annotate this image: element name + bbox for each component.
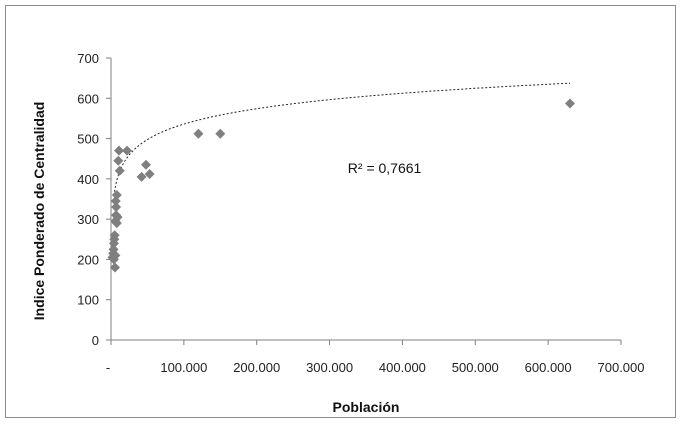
trendline: [113, 82, 571, 196]
data-point: [110, 250, 121, 261]
x-axis: - 100.000 200.000 300.000 400.000 500.000 600.…: [106, 339, 645, 375]
data-point: [215, 128, 226, 139]
data-point: [112, 212, 123, 223]
y-tick-label: 0: [92, 333, 99, 348]
data-point: [193, 128, 204, 139]
x-tick-label: 200.000: [233, 360, 280, 375]
data-point: [122, 145, 133, 156]
data-point: [144, 169, 155, 180]
y-axis-title: Indice Ponderado de Centralidad: [31, 102, 47, 321]
y-tick-label: 100: [77, 293, 99, 308]
y-tick-label: 400: [77, 172, 99, 187]
data-point: [114, 145, 125, 156]
data-point: [136, 171, 147, 182]
r-squared-annotation: R² = 0,7661: [348, 160, 422, 176]
y-tick-label: 300: [77, 212, 99, 227]
data-point: [113, 155, 124, 166]
x-tick-label: 400.000: [379, 360, 426, 375]
y-tick-label: 200: [77, 252, 99, 267]
y-tick-label: 700: [77, 51, 99, 66]
y-tick-label: 500: [77, 132, 99, 147]
data-point: [114, 165, 125, 176]
data-point: [109, 230, 120, 241]
x-tick-label: 500.000: [452, 360, 499, 375]
x-axis-title: Población: [333, 399, 400, 415]
y-axis: 0 100 200 300 400 500 600 700: [77, 51, 112, 348]
data-point: [111, 202, 122, 213]
data-point: [565, 98, 575, 109]
data-points: [107, 98, 575, 273]
x-tick-label: 300.000: [306, 360, 353, 375]
x-tick-label: 100.000: [160, 360, 207, 375]
y-tick-label: 600: [77, 91, 99, 106]
data-point: [111, 189, 122, 200]
x-tick-label: -: [106, 360, 110, 375]
data-point: [108, 254, 119, 265]
data-point: [140, 159, 151, 170]
x-tick-label: 600.000: [525, 360, 572, 375]
data-point: [110, 262, 121, 273]
x-tick-label: 700.000: [598, 360, 645, 375]
data-point: [111, 218, 122, 229]
